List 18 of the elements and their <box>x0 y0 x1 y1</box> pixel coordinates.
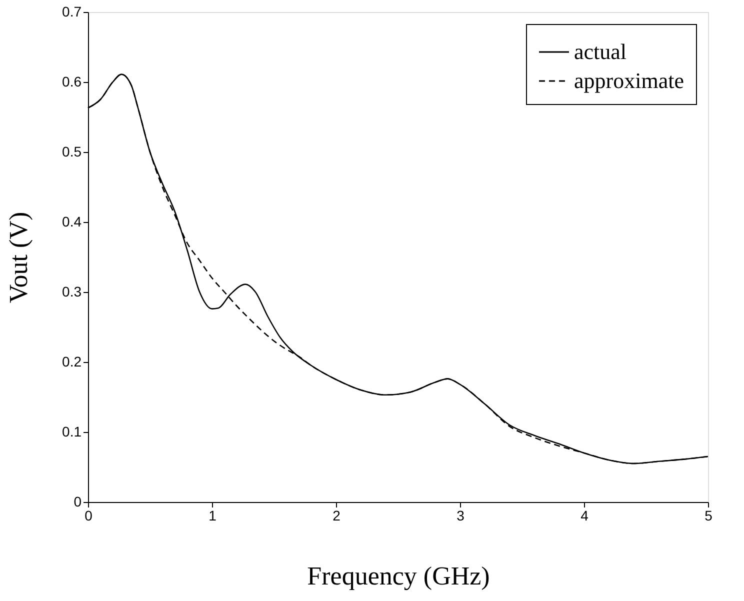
x-tick-label: 1 <box>208 508 217 524</box>
y-tick-label: 0.4 <box>62 214 82 230</box>
x-tick-label: 3 <box>456 508 465 524</box>
y-tick-label: 0 <box>74 494 82 510</box>
y-tick-label: 0.6 <box>62 74 82 90</box>
legend-label: actual <box>574 39 627 64</box>
y-tick-label: 0.7 <box>62 4 82 20</box>
y-tick-label: 0.1 <box>62 424 82 440</box>
legend-label: approximate <box>574 68 684 93</box>
y-tick-label: 0.5 <box>62 144 82 160</box>
y-tick-label: 0.2 <box>62 354 82 370</box>
y-axis-title: Vout (V) <box>4 212 34 304</box>
x-axis-title: Frequency (GHz) <box>307 562 490 590</box>
x-tick-label: 2 <box>332 508 341 524</box>
x-tick-label: 4 <box>580 508 589 524</box>
y-tick-label: 0.3 <box>62 284 82 300</box>
x-tick-label: 0 <box>84 508 93 524</box>
x-tick-label: 5 <box>704 508 713 524</box>
